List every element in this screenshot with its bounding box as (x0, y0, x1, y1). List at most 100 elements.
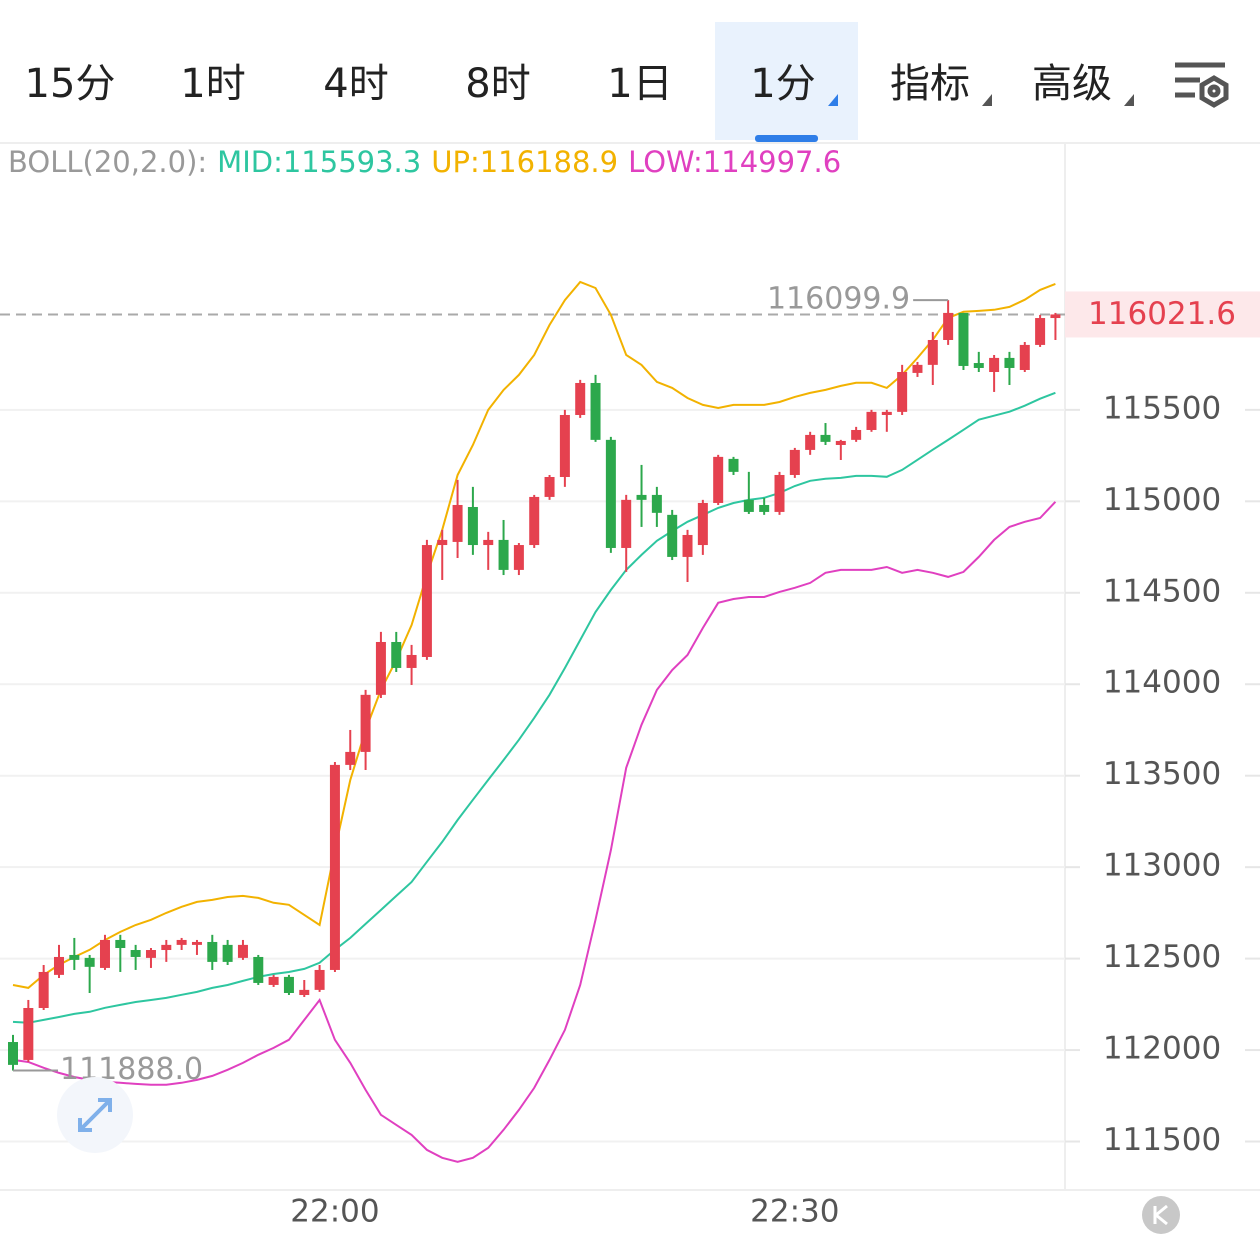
indicator-legend: BOLL(20,2.0): MID:115593.3 UP:116188.9 LOW:… (8, 145, 841, 179)
expand-button[interactable] (57, 1077, 133, 1153)
candle-body (452, 504, 463, 542)
candle-body (513, 545, 524, 570)
candle-body (774, 474, 785, 512)
candle-body (636, 494, 647, 500)
y-tick-label: 115500 (1103, 390, 1221, 426)
candle-body (38, 971, 49, 1008)
y-tick-label: 111500 (1103, 1122, 1221, 1158)
candle-body (161, 944, 172, 951)
candle-body (866, 411, 877, 430)
dropdown-arrow (828, 94, 838, 106)
legend-entry: MID:115593.3 (217, 145, 421, 179)
candle-body (299, 989, 310, 996)
last-price-label: 116021.6 (1088, 296, 1236, 332)
candle-body (927, 339, 938, 365)
candle-body (406, 654, 417, 668)
candle-body (268, 976, 279, 985)
candle-body (575, 382, 586, 415)
y-tick-label: 115000 (1103, 482, 1221, 518)
k-button[interactable] (1142, 1196, 1180, 1234)
candle-body (437, 539, 448, 546)
active-tab-indicator (755, 135, 818, 142)
y-tick-label: 114500 (1103, 573, 1221, 609)
candle-body (253, 956, 264, 983)
candle-body (23, 1007, 34, 1060)
indicator-line (12, 280, 1056, 989)
candle-body (391, 641, 402, 668)
candle-body (529, 496, 540, 546)
legend-entry: UP:116188.9 (431, 145, 618, 179)
legend-entry: LOW:114997.6 (628, 145, 841, 179)
active-tab-bg (715, 22, 858, 140)
candle-body (943, 312, 954, 340)
candle-body (789, 449, 800, 475)
candle-body (1019, 344, 1030, 370)
tab[interactable]: 8时 (465, 61, 530, 107)
candle-body (973, 363, 984, 368)
candle-body (651, 494, 662, 513)
y-tick-label: 114000 (1103, 665, 1221, 701)
candle-body (191, 941, 202, 945)
tab[interactable]: 15分 (25, 61, 116, 107)
x-tick-label: 22:30 (750, 1194, 839, 1230)
tab[interactable]: 1时 (180, 61, 245, 107)
candle-body (314, 969, 325, 990)
candle-body (912, 364, 923, 373)
x-tick-label: 22:00 (290, 1194, 379, 1230)
candle-body (115, 939, 126, 949)
tab[interactable]: 1分 (750, 61, 815, 107)
candle-body (375, 641, 386, 695)
candle-body (667, 514, 678, 557)
last-price-box (1065, 291, 1260, 338)
candle-body (881, 411, 892, 415)
candle-body (713, 456, 724, 503)
candle-body (176, 939, 187, 945)
candle-body (544, 476, 555, 497)
candle-body (728, 458, 739, 472)
tab[interactable]: 4时 (323, 61, 388, 107)
candle-body (559, 414, 570, 477)
candle-body (759, 504, 770, 512)
candle-body (207, 941, 218, 962)
candle-body (360, 694, 371, 752)
dropdown-arrow (982, 94, 992, 106)
candle-body (237, 944, 248, 958)
tab[interactable]: 1日 (607, 61, 672, 107)
legend-entry: BOLL(20,2.0): (8, 145, 207, 179)
candle-body (498, 539, 509, 570)
candle-body (283, 976, 294, 993)
candle-body (621, 499, 632, 548)
candle-body (483, 539, 494, 546)
candle-body (743, 499, 754, 512)
candle-body (851, 429, 862, 440)
tab[interactable]: 指标 (890, 61, 970, 107)
candle-body (820, 434, 831, 442)
settings-icon[interactable] (1175, 62, 1229, 108)
tab[interactable]: 高级 (1032, 61, 1112, 107)
candle-body (99, 939, 110, 968)
candle-body (222, 944, 233, 962)
y-tick-label: 113000 (1103, 848, 1221, 884)
candle-body (1004, 357, 1015, 368)
candle-body (1035, 318, 1046, 345)
candle-body (145, 950, 156, 958)
candle-body (1050, 314, 1061, 319)
candle-body (805, 434, 816, 450)
candle-body (605, 439, 616, 548)
candle-body (897, 371, 908, 412)
candle-body (8, 1042, 18, 1065)
candle-body (69, 954, 80, 960)
indicator-line (12, 391, 1056, 1024)
candle-body (682, 534, 693, 557)
y-tick-label: 112000 (1103, 1031, 1221, 1067)
candle-body (329, 764, 340, 970)
candle-body (467, 506, 478, 546)
candle-body (345, 751, 356, 765)
candle-body (130, 950, 141, 957)
y-tick-label: 112500 (1103, 939, 1221, 975)
indicator-line (12, 501, 1057, 1163)
candle-body (697, 502, 708, 546)
candle-body (53, 956, 64, 975)
candle-body (421, 545, 432, 657)
high-marker-label: 116099.9 (767, 282, 910, 317)
